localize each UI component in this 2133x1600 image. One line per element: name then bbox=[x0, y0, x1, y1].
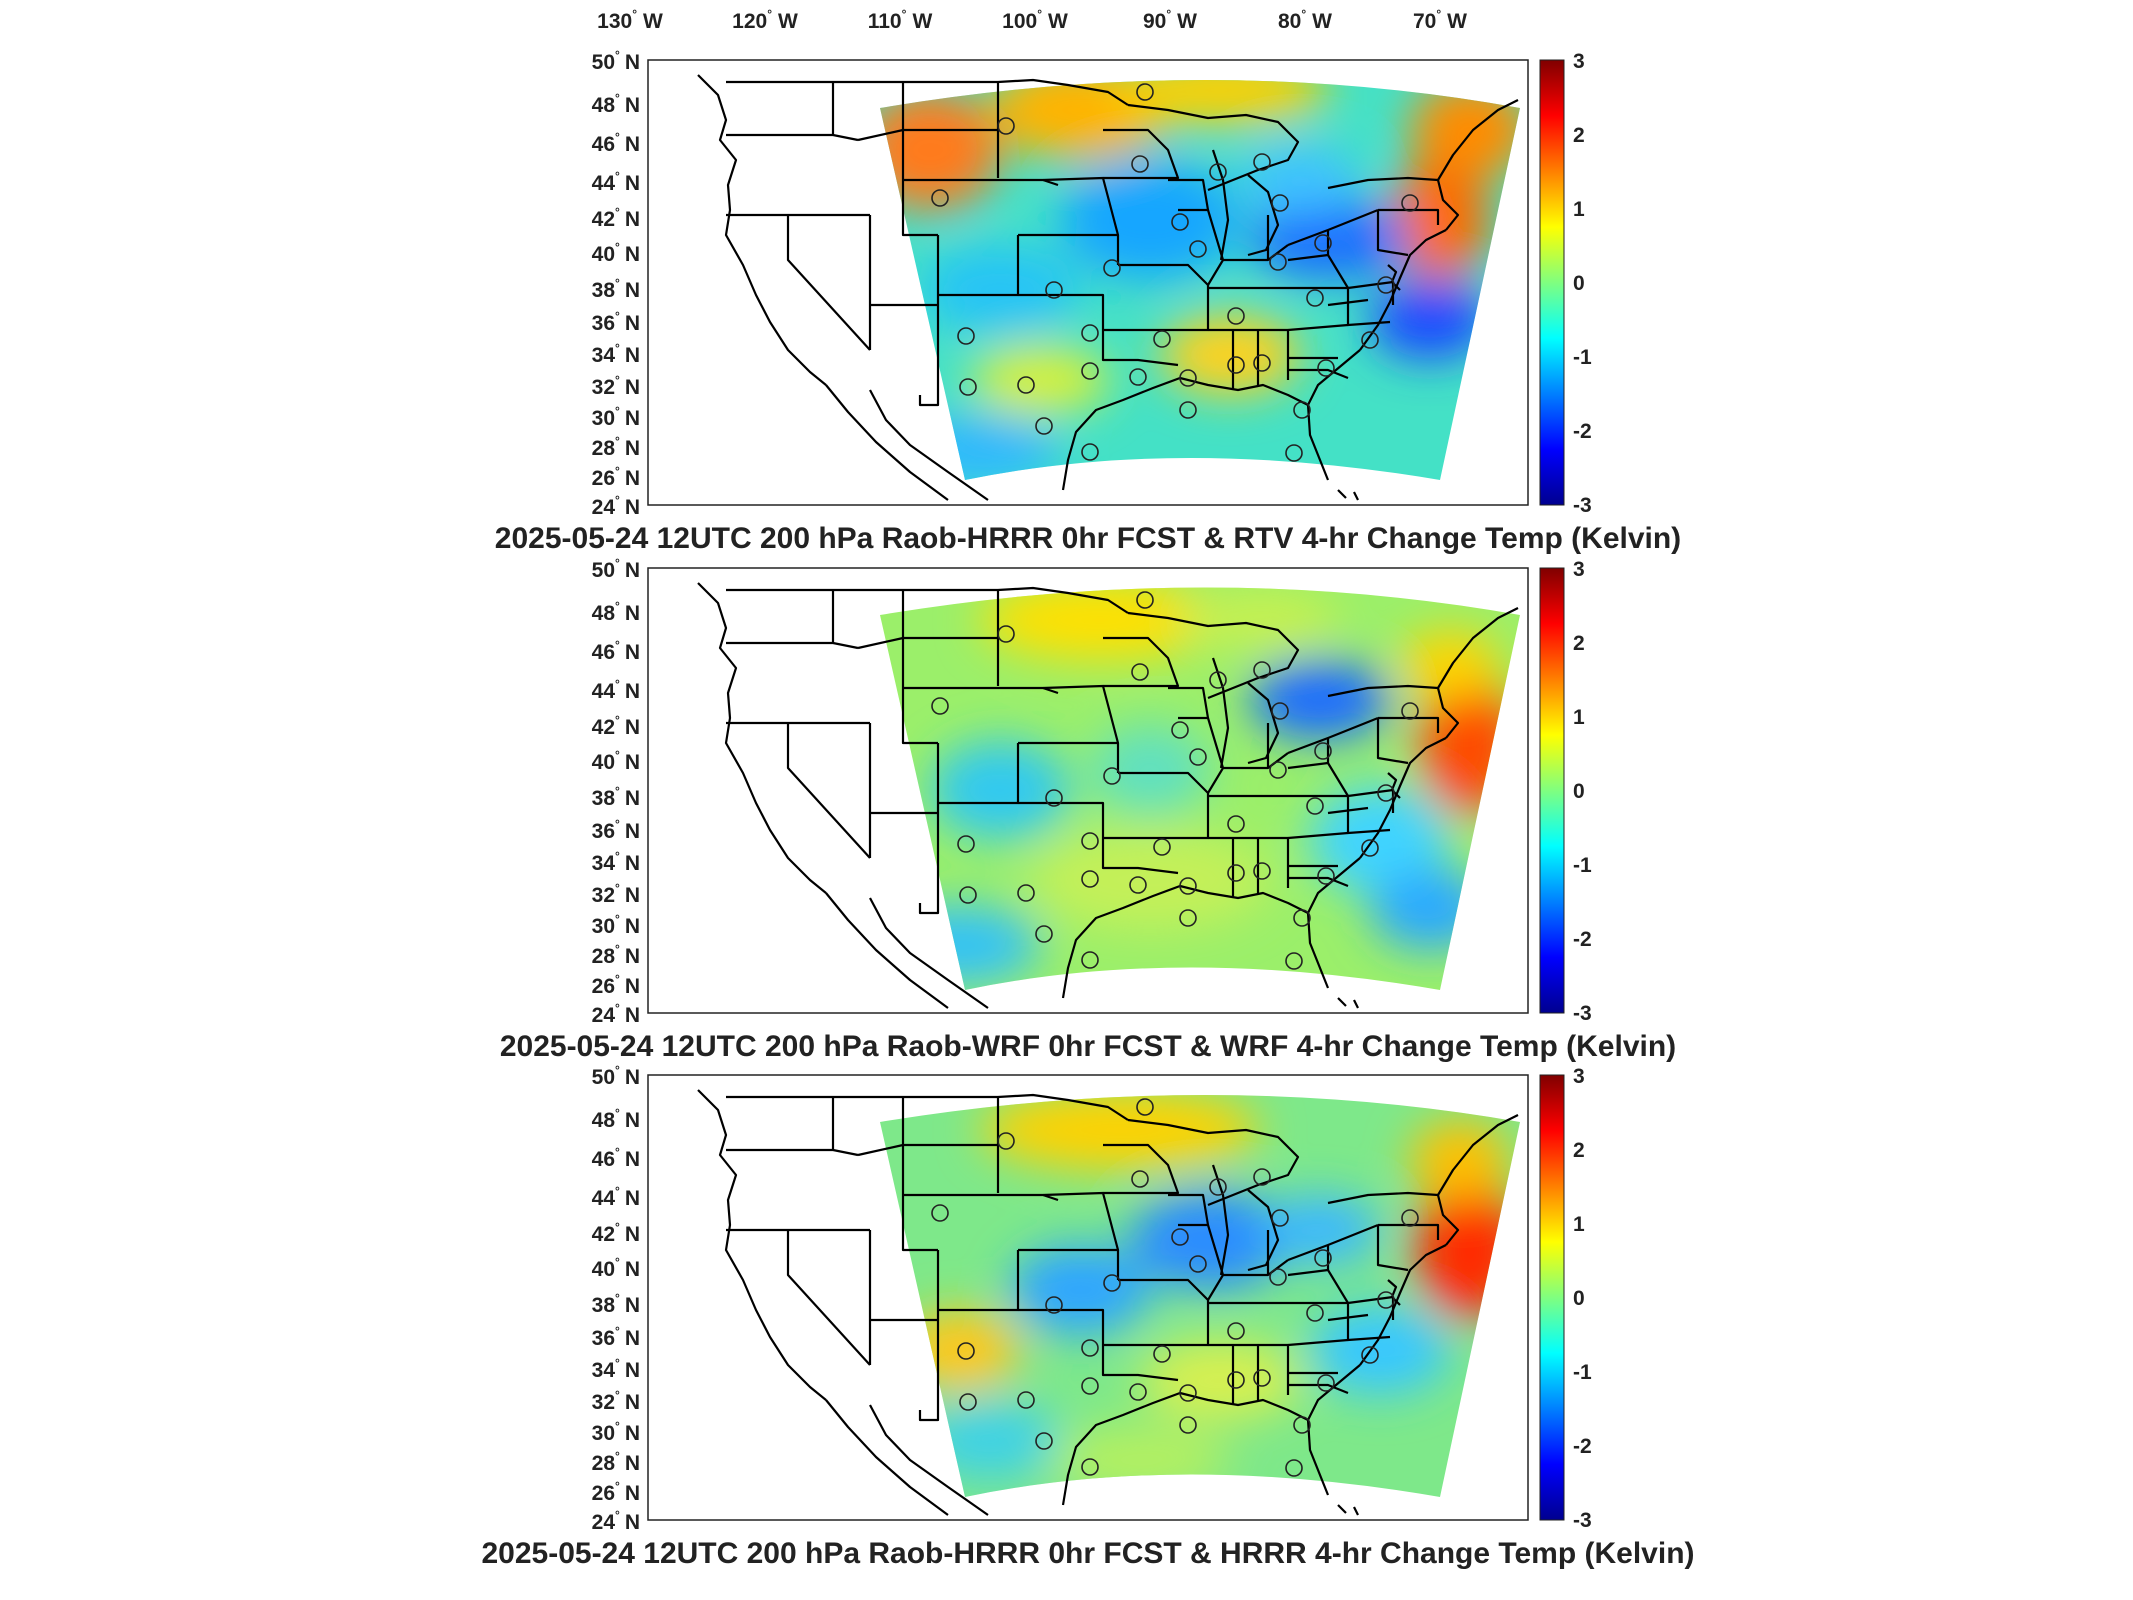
temperature-change-field bbox=[880, 80, 1520, 480]
svg-text:-3: -3 bbox=[1573, 494, 1592, 517]
svg-text:-1: -1 bbox=[1573, 346, 1592, 369]
svg-text:34°N: 34° N bbox=[592, 341, 640, 367]
svg-text:0: 0 bbox=[1573, 272, 1585, 295]
svg-text:32°N: 32° N bbox=[592, 881, 640, 907]
lon-label-70: 70° W bbox=[1413, 7, 1467, 33]
svg-text:2: 2 bbox=[1573, 1139, 1585, 1162]
svg-text:36°N: 36° N bbox=[592, 817, 640, 843]
temperature-change-field bbox=[880, 1095, 1520, 1497]
map-panel-rtv: 50° N 48° N 46° N 44° N 42° N 40° N 38° N 36° N … bbox=[495, 48, 1681, 555]
svg-text:28°N: 28° N bbox=[592, 434, 640, 460]
svg-text:-3: -3 bbox=[1573, 1002, 1592, 1025]
svg-text:-1: -1 bbox=[1573, 1361, 1592, 1384]
svg-text:46°N: 46° N bbox=[592, 638, 640, 664]
panel-title: 2025-05-24 12UTC 200 hPa Raob-HRRR 0hr F… bbox=[481, 1537, 1694, 1570]
lon-label-120: 120° W bbox=[732, 7, 798, 33]
svg-text:44°N: 44° N bbox=[592, 169, 640, 195]
lon-label-100: 100° W bbox=[1002, 7, 1068, 33]
svg-text:36°N: 36° N bbox=[592, 1324, 640, 1350]
svg-text:44°N: 44° N bbox=[592, 677, 640, 703]
svg-text:38°N: 38° N bbox=[592, 1291, 640, 1317]
svg-text:3: 3 bbox=[1573, 1065, 1585, 1088]
longitude-axis-labels: 130° W 120° W 110° W 100° W 90° W 80° W 70° W bbox=[597, 7, 1467, 33]
svg-text:2: 2 bbox=[1573, 124, 1585, 147]
svg-text:2: 2 bbox=[1573, 632, 1585, 655]
svg-text:46°N: 46° N bbox=[592, 130, 640, 156]
svg-text:-3: -3 bbox=[1573, 1509, 1592, 1532]
panel-title: 2025-05-24 12UTC 200 hPa Raob-WRF 0hr FC… bbox=[500, 1030, 1676, 1063]
svg-text:1: 1 bbox=[1573, 198, 1585, 221]
map-panel-hrrr: 50° N 48° N 46° N 44° N 42° N 40° N 38° N 36° N … bbox=[481, 1063, 1694, 1570]
svg-text:48°N: 48° N bbox=[592, 1106, 640, 1132]
colorbar: 3 2 1 0 -1 -2 -3 bbox=[1539, 558, 1592, 1025]
svg-text:44°N: 44° N bbox=[592, 1184, 640, 1210]
svg-text:40°N: 40° N bbox=[592, 748, 640, 774]
svg-text:28°N: 28° N bbox=[592, 1449, 640, 1475]
temperature-change-field bbox=[880, 587, 1520, 990]
raob-station-markers bbox=[931, 591, 1419, 970]
svg-text:50°N: 50° N bbox=[592, 556, 640, 582]
svg-text:1: 1 bbox=[1573, 706, 1585, 729]
latitude-axis-labels: 50° N 48° N 46° N 44° N 42° N 40° N 38° N 36° N … bbox=[592, 1063, 640, 1534]
svg-text:24°N: 24° N bbox=[592, 1001, 640, 1027]
svg-text:30°N: 30° N bbox=[592, 912, 640, 938]
svg-text:3: 3 bbox=[1573, 50, 1585, 73]
svg-text:40°N: 40° N bbox=[592, 1255, 640, 1281]
svg-text:-2: -2 bbox=[1573, 1435, 1592, 1458]
raob-station-markers bbox=[931, 1098, 1419, 1477]
svg-text:50°N: 50° N bbox=[592, 48, 640, 74]
colorbar: 3 2 1 0 -1 -2 -3 bbox=[1539, 50, 1592, 517]
raob-station-markers bbox=[931, 83, 1419, 462]
svg-text:32°N: 32° N bbox=[592, 1388, 640, 1414]
colorbar: 3 2 1 0 -1 -2 -3 bbox=[1539, 1065, 1592, 1532]
svg-text:26°N: 26° N bbox=[592, 464, 640, 490]
svg-text:42°N: 42° N bbox=[592, 1220, 640, 1246]
svg-text:48°N: 48° N bbox=[592, 599, 640, 625]
svg-text:-2: -2 bbox=[1573, 928, 1592, 951]
map-panel-wrf: 50° N 48° N 46° N 44° N 42° N 40° N 38° N 36° N … bbox=[500, 556, 1676, 1063]
svg-text:3: 3 bbox=[1573, 558, 1585, 581]
lon-label-110: 110° W bbox=[868, 7, 933, 33]
svg-text:34°N: 34° N bbox=[592, 1356, 640, 1382]
latitude-axis-labels: 50° N 48° N 46° N 44° N 42° N 40° N 38° N 36° N … bbox=[592, 556, 640, 1027]
svg-text:38°N: 38° N bbox=[592, 276, 640, 302]
svg-text:34°N: 34° N bbox=[592, 849, 640, 875]
lon-label-80: 80° W bbox=[1278, 7, 1332, 33]
lon-label-90: 90° W bbox=[1143, 7, 1197, 33]
svg-text:36°N: 36° N bbox=[592, 309, 640, 335]
svg-text:24°N: 24° N bbox=[592, 493, 640, 519]
svg-text:46°N: 46° N bbox=[592, 1145, 640, 1171]
svg-text:30°N: 30° N bbox=[592, 1419, 640, 1445]
svg-text:40°N: 40° N bbox=[592, 240, 640, 266]
svg-text:32°N: 32° N bbox=[592, 373, 640, 399]
svg-text:50°N: 50° N bbox=[592, 1063, 640, 1089]
svg-text:42°N: 42° N bbox=[592, 713, 640, 739]
svg-text:42°N: 42° N bbox=[592, 205, 640, 231]
svg-text:48°N: 48° N bbox=[592, 91, 640, 117]
svg-text:-1: -1 bbox=[1573, 854, 1592, 877]
svg-text:-2: -2 bbox=[1573, 420, 1592, 443]
lon-label-130: 130° W bbox=[597, 7, 663, 33]
panel-title: 2025-05-24 12UTC 200 hPa Raob-HRRR 0hr F… bbox=[495, 522, 1681, 555]
svg-text:24°N: 24° N bbox=[592, 1508, 640, 1534]
svg-text:0: 0 bbox=[1573, 780, 1585, 803]
svg-text:26°N: 26° N bbox=[592, 1479, 640, 1505]
latitude-axis-labels: 50° N 48° N 46° N 44° N 42° N 40° N 38° N 36° N … bbox=[592, 48, 640, 519]
svg-text:28°N: 28° N bbox=[592, 942, 640, 968]
svg-text:26°N: 26° N bbox=[592, 972, 640, 998]
svg-text:30°N: 30° N bbox=[592, 404, 640, 430]
svg-text:38°N: 38° N bbox=[592, 784, 640, 810]
svg-text:1: 1 bbox=[1573, 1213, 1585, 1236]
svg-text:0: 0 bbox=[1573, 1287, 1585, 1310]
